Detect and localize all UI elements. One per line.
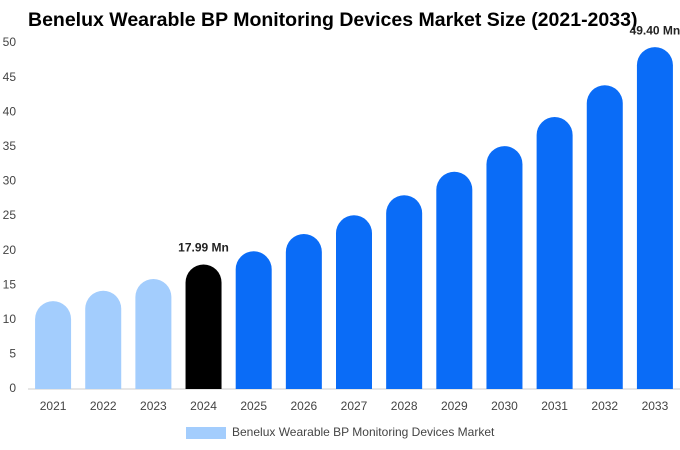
x-tick-label: 2028	[391, 399, 418, 413]
x-tick-label: 2026	[290, 399, 317, 413]
y-tick-label: 50	[3, 35, 17, 49]
x-tick-label: 2031	[541, 399, 568, 413]
x-tick-label: 2021	[40, 399, 67, 413]
x-tick-label: 2030	[491, 399, 518, 413]
y-tick-label: 45	[3, 70, 17, 84]
y-tick-label: 20	[3, 243, 17, 257]
bar	[135, 278, 172, 389]
bar	[636, 47, 673, 389]
bar	[336, 215, 372, 389]
x-tick-label: 2032	[591, 399, 618, 413]
chart-title: Benelux Wearable BP Monitoring Devices M…	[28, 9, 637, 31]
y-tick-label: 30	[3, 174, 17, 188]
y-tick-label: 35	[3, 139, 17, 153]
bar	[536, 117, 573, 389]
y-tick-label: 0	[9, 381, 16, 395]
y-tick-label: 25	[3, 208, 17, 222]
x-tick-label: 2027	[341, 399, 368, 413]
bar	[235, 251, 272, 389]
bar	[85, 290, 122, 389]
data-label: 17.99 Mn	[178, 241, 229, 255]
bar	[185, 264, 222, 389]
x-tick-label: 2033	[642, 399, 669, 413]
legend-swatch	[186, 427, 226, 439]
x-tick-label: 2024	[190, 399, 217, 413]
bar	[436, 171, 473, 389]
bar	[586, 85, 623, 389]
y-tick-label: 40	[3, 104, 17, 118]
data-label: 49.40 Mn	[630, 23, 680, 37]
legend-label: Benelux Wearable BP Monitoring Devices M…	[232, 425, 495, 439]
x-tick-label: 2022	[90, 399, 117, 413]
bar	[486, 146, 523, 389]
x-tick-label: 2029	[441, 399, 468, 413]
bar	[35, 301, 72, 389]
y-tick-label: 5	[9, 347, 16, 361]
bar	[386, 195, 423, 389]
bar	[285, 233, 322, 389]
y-tick-label: 15	[3, 277, 17, 291]
x-tick-label: 2023	[140, 399, 167, 413]
x-tick-label: 2025	[240, 399, 267, 413]
y-tick-label: 10	[3, 312, 17, 326]
